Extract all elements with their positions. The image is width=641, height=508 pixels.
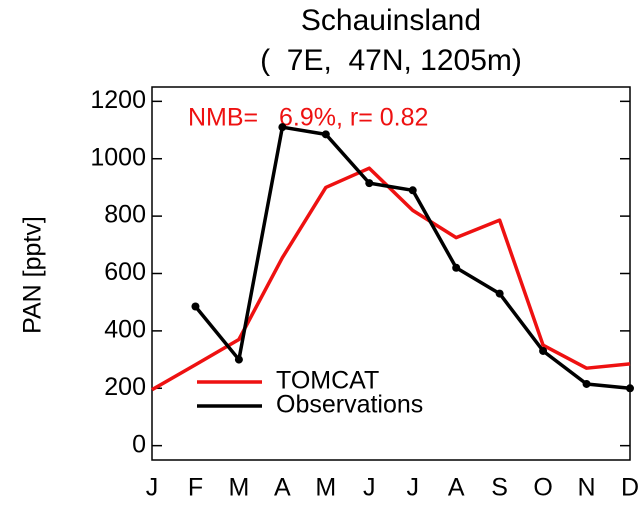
- x-tick-label: F: [188, 474, 203, 502]
- y-axis-label: PAN [pptv]: [19, 216, 47, 334]
- x-tick-label: J: [406, 474, 419, 502]
- x-tick-label: S: [491, 474, 508, 502]
- x-tick-label: A: [274, 474, 291, 502]
- point: [408, 186, 417, 195]
- point: [539, 346, 548, 355]
- x-tick-label: D: [621, 474, 639, 502]
- y-tick-label: 200: [104, 373, 146, 401]
- point: [191, 302, 200, 311]
- series-line: [194, 125, 631, 391]
- x-tick-label: A: [448, 474, 465, 502]
- y-tick-label: 600: [104, 258, 146, 286]
- y-tick-label: 0: [132, 430, 146, 458]
- x-tick-label: O: [533, 474, 552, 502]
- series-line: [151, 166, 631, 392]
- y-tick-label: 400: [104, 315, 146, 343]
- chart-subtitle: ( 7E, 47N, 1205m): [260, 44, 522, 77]
- legend-label: TOMCAT: [276, 367, 379, 395]
- point: [626, 384, 634, 393]
- annotation: NMB= 6.9%, r= 0.82: [188, 104, 428, 132]
- point: [452, 263, 461, 272]
- point: [365, 179, 374, 188]
- point: [321, 130, 330, 139]
- y-tick-label: 1000: [90, 143, 146, 171]
- legend-label: Observations: [276, 391, 423, 419]
- y-tick-label: 800: [104, 201, 146, 229]
- x-tick-label: J: [363, 474, 376, 502]
- x-tick-label: J: [146, 474, 159, 502]
- y-tick-label: 1200: [90, 86, 146, 114]
- x-tick-label: M: [315, 474, 336, 502]
- point: [278, 123, 287, 132]
- point: [495, 289, 504, 298]
- point: [582, 379, 591, 388]
- x-tick-label: M: [228, 474, 249, 502]
- point: [234, 355, 243, 364]
- x-tick-label: N: [578, 474, 596, 502]
- chart-title: Schauinsland: [301, 4, 481, 37]
